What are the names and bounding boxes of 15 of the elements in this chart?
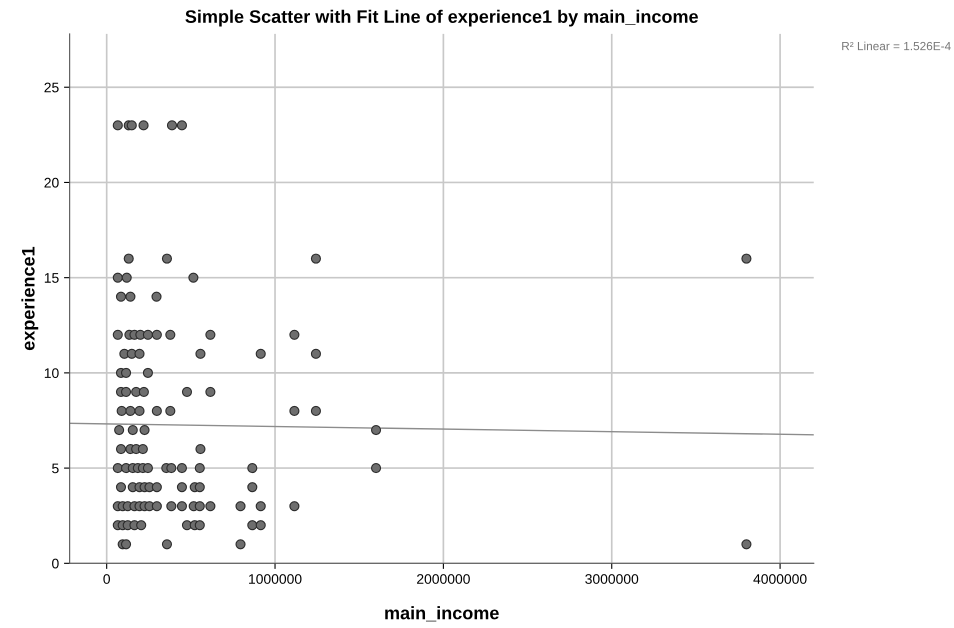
chart-title: Simple Scatter with Fit Line of experience1 by main_income bbox=[185, 10, 698, 27]
x-axis-title: main_income bbox=[385, 606, 499, 622]
y-tick-label: 15 bbox=[44, 273, 59, 283]
y-tick-label: 5 bbox=[52, 464, 59, 474]
x-tick-label: 4000000 bbox=[753, 574, 807, 584]
x-tick-label: 2000000 bbox=[417, 574, 470, 584]
x-tick-label: 0 bbox=[103, 574, 110, 584]
x-tick-label: 3000000 bbox=[585, 574, 638, 584]
text: R² Linear = 1.526E-4 bbox=[842, 42, 951, 50]
y-tick-label: 20 bbox=[44, 178, 59, 188]
y-tick-label: 0 bbox=[52, 558, 59, 568]
y-tick-label: 25 bbox=[44, 82, 59, 92]
y-tick-label: 10 bbox=[44, 368, 59, 378]
x-tick-label: 1000000 bbox=[249, 574, 302, 584]
y-axis-title: experience1 bbox=[21, 246, 38, 350]
